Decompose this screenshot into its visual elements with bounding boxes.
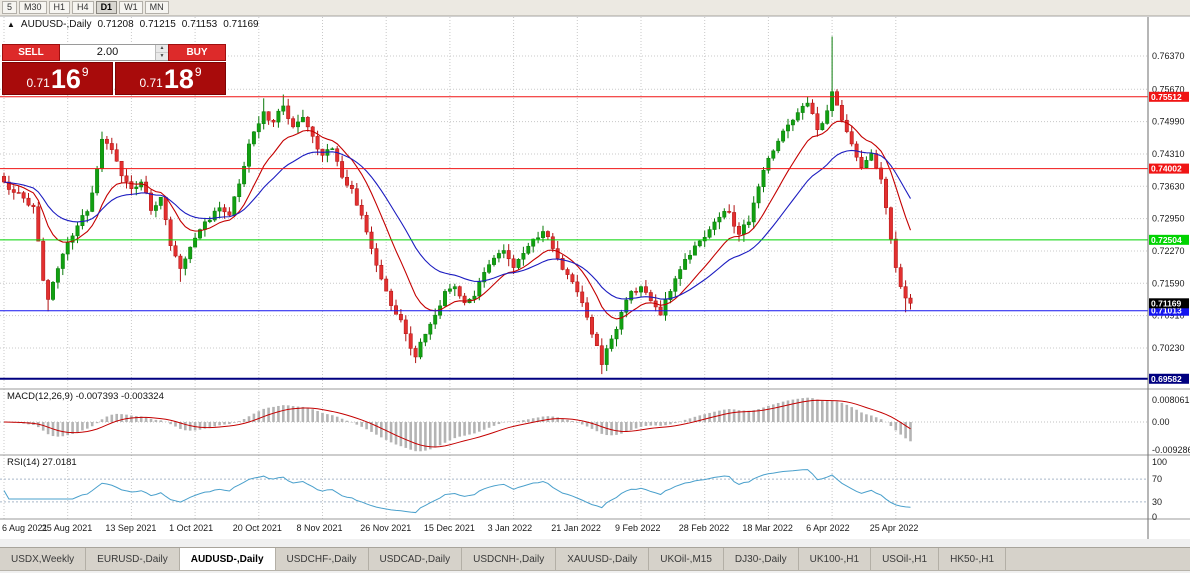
svg-text:0.76370: 0.76370 [1152, 51, 1185, 61]
chart-background [0, 17, 1190, 539]
buy-button[interactable]: BUY [168, 44, 226, 61]
tab-usdcnh-daily[interactable]: USDCNH-,Daily [462, 548, 557, 570]
sell-price-pip: 9 [81, 65, 89, 79]
svg-text:100: 100 [1152, 457, 1167, 467]
sell-price-button[interactable]: 0.71 16 9 [2, 62, 113, 95]
tab-usdx-weekly[interactable]: USDX,Weekly [0, 548, 87, 570]
buy-price-pip: 9 [194, 65, 202, 79]
gridlines [0, 17, 1148, 519]
ma-slow-line [3, 149, 911, 300]
chart-area[interactable]: 0.76370 0.75670 0.74990 0.74310 0.73630 0.729… [0, 16, 1190, 539]
sell-price-main: 16 [50, 64, 81, 94]
volume-spinner: ▲ ▼ [155, 45, 168, 60]
svg-text:0.008061: 0.008061 [1152, 395, 1190, 405]
volume-up-button[interactable]: ▲ [156, 45, 168, 53]
tab-usdchf-daily[interactable]: USDCHF-,Daily [276, 548, 369, 570]
timeframe-button-5[interactable]: 5 [2, 1, 18, 14]
chart-marker-icon: ▲ [7, 20, 15, 29]
chart-tabs-bar: USDX,Weekly EURUSD-,Daily AUDUSD-,Daily USD… [0, 547, 1190, 571]
price-badges: 0.75512 0.74002 0.72504 0.71013 0.69582 0.711… [1149, 91, 1189, 384]
timeframe-button-d1[interactable]: D1 [95, 1, 118, 14]
svg-text:30: 30 [1152, 497, 1162, 507]
tab-dj30-daily[interactable]: DJ30-,Daily [724, 548, 799, 570]
timeframe-button-w1[interactable]: W1 [119, 1, 143, 14]
svg-text:0.75512: 0.75512 [1151, 92, 1182, 102]
svg-text:0.73630: 0.73630 [1152, 181, 1185, 191]
pane-frames [0, 17, 1190, 539]
timeframe-button-h4[interactable]: H4 [72, 1, 94, 14]
moving-averages [3, 120, 912, 320]
volume-value[interactable]: 2.00 [96, 46, 119, 58]
svg-text:25 Apr 2022: 25 Apr 2022 [870, 523, 919, 533]
svg-text:0.72270: 0.72270 [1152, 246, 1185, 256]
svg-text:18 Mar 2022: 18 Mar 2022 [742, 523, 793, 533]
rsi-pane [3, 469, 911, 514]
svg-text:70: 70 [1152, 474, 1162, 484]
ma-fast-line [3, 120, 912, 320]
svg-text:13 Sep 2021: 13 Sep 2021 [105, 523, 156, 533]
svg-text:0.69582: 0.69582 [1151, 374, 1182, 384]
volume-input[interactable]: 2.00 ▲ ▼ [60, 44, 168, 61]
tab-usdcad-daily[interactable]: USDCAD-,Daily [369, 548, 463, 570]
sell-price-prefix: 0.71 [26, 76, 50, 90]
horizontal-level-lines [0, 96, 1148, 380]
tab-uk100-h1[interactable]: UK100-,H1 [799, 548, 872, 570]
svg-text:15 Dec 2021: 15 Dec 2021 [424, 523, 475, 533]
price-axis-labels: 0.76370 0.75670 0.74990 0.74310 0.73630 0.729… [1152, 51, 1190, 522]
price-chart-canvas[interactable]: 0.76370 0.75670 0.74990 0.74310 0.73630 0.729… [0, 17, 1190, 539]
svg-text:9 Feb 2022: 9 Feb 2022 [615, 523, 661, 533]
svg-text:28 Feb 2022: 28 Feb 2022 [679, 523, 730, 533]
buy-price-button[interactable]: 0.71 18 9 [115, 62, 226, 95]
svg-text:0.74990: 0.74990 [1152, 117, 1185, 127]
low-value: 0.71153 [181, 19, 218, 30]
high-value: 0.71215 [139, 19, 176, 30]
one-click-trade-panel: SELL 2.00 ▲ ▼ BUY 0.71 16 9 0.71 18 9 [2, 44, 226, 95]
timeframe-button-m30[interactable]: M30 [19, 1, 47, 14]
svg-text:0.72504: 0.72504 [1151, 235, 1182, 245]
svg-text:1 Oct 2021: 1 Oct 2021 [169, 523, 213, 533]
tab-eurusd-daily[interactable]: EURUSD-,Daily [86, 548, 180, 570]
svg-text:8 Nov 2021: 8 Nov 2021 [297, 523, 343, 533]
svg-text:0.71590: 0.71590 [1152, 278, 1185, 288]
volume-down-button[interactable]: ▼ [156, 53, 168, 60]
ohlc-header: ▲ AUDUSD-,Daily 0.71208 0.71215 0.71153 … [7, 19, 259, 30]
timeframe-button-h1[interactable]: H1 [48, 1, 71, 14]
timeframe-toolbar: 5 M30 H1 H4 D1 W1 MN [0, 0, 1190, 16]
svg-text:0.74310: 0.74310 [1152, 149, 1185, 159]
svg-text:0.75670: 0.75670 [1152, 84, 1185, 94]
macd-label: MACD(12,26,9) -0.007393 -0.003324 [7, 391, 164, 402]
svg-text:0.74002: 0.74002 [1151, 164, 1182, 174]
close-value: 0.71169 [223, 19, 259, 30]
rsi-label: RSI(14) 27.0181 [7, 457, 77, 468]
svg-text:6 Apr 2022: 6 Apr 2022 [806, 523, 850, 533]
svg-text:25 Aug 2021: 25 Aug 2021 [42, 523, 93, 533]
chart-symbol-label: AUDUSD-,Daily [20, 19, 92, 30]
tab-ukoil-m15[interactable]: UKOil-,M15 [649, 548, 724, 570]
buy-price-prefix: 0.71 [139, 76, 163, 90]
svg-text:26 Nov 2021: 26 Nov 2021 [360, 523, 411, 533]
svg-text:-0.009286: -0.009286 [1152, 445, 1190, 455]
tab-hk50-h1[interactable]: HK50-,H1 [939, 548, 1006, 570]
tab-usoil-h1[interactable]: USOil-,H1 [871, 548, 940, 570]
tab-audusd-daily[interactable]: AUDUSD-,Daily [179, 548, 276, 570]
timeframe-button-mn[interactable]: MN [144, 1, 169, 14]
buy-price-main: 18 [163, 64, 194, 94]
svg-text:0.71169: 0.71169 [1151, 298, 1182, 308]
svg-text:0.00: 0.00 [1152, 417, 1170, 427]
sell-button[interactable]: SELL [2, 44, 60, 61]
open-value: 0.71208 [97, 19, 134, 30]
macd-pane [3, 397, 912, 452]
tab-xauusd-daily[interactable]: XAUUSD-,Daily [556, 548, 650, 570]
svg-text:20 Oct 2021: 20 Oct 2021 [233, 523, 282, 533]
svg-text:0.71013: 0.71013 [1151, 306, 1182, 316]
svg-text:3 Jan 2022: 3 Jan 2022 [488, 523, 533, 533]
svg-text:6 Aug 2021: 6 Aug 2021 [2, 523, 48, 533]
svg-text:21 Jan 2022: 21 Jan 2022 [551, 523, 601, 533]
svg-text:0.72950: 0.72950 [1152, 214, 1185, 224]
svg-text:0.70230: 0.70230 [1152, 343, 1185, 353]
svg-text:0: 0 [1152, 512, 1157, 522]
